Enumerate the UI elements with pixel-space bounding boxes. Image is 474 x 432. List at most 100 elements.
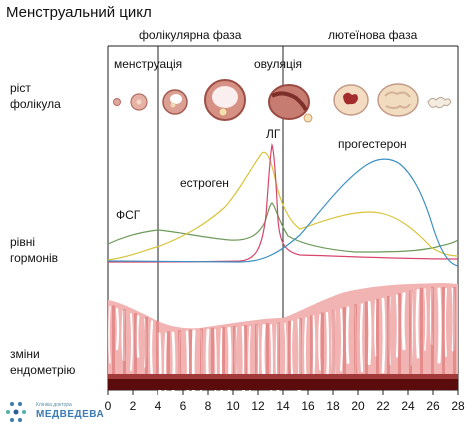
x-tick-label: 22	[376, 399, 390, 413]
menstruation-label: менструація	[114, 57, 183, 71]
x-tick-label: 0	[104, 399, 112, 413]
stroma-column	[398, 293, 401, 374]
stroma-column	[442, 287, 445, 374]
stroma-column	[387, 296, 390, 374]
stroma-column	[134, 313, 137, 374]
primordial-follicle	[113, 98, 121, 106]
stroma-column	[376, 298, 379, 374]
gland-stroke	[318, 314, 321, 371]
x-tick-label: 12	[251, 399, 265, 413]
ovulation-label: овуляція	[254, 57, 303, 71]
stroma-column	[365, 301, 368, 374]
fsh-label: ФСГ	[116, 208, 141, 222]
stroma-column	[178, 330, 181, 374]
ovulating-follicle	[268, 84, 313, 123]
stroma-column	[431, 287, 434, 374]
stroma-column	[145, 316, 148, 374]
x-tick-label: 8	[204, 399, 212, 413]
gland-stroke	[444, 288, 447, 357]
gland-stroke	[424, 288, 427, 351]
gland-stroke	[130, 313, 133, 371]
endometrium-glands	[108, 287, 456, 409]
gland-stroke	[374, 299, 377, 357]
stroma-column	[321, 312, 324, 374]
gland-stroke	[340, 308, 343, 372]
x-tick-label: 28	[451, 399, 465, 413]
gland-stroke	[157, 332, 162, 409]
endometrium-basal-layer	[108, 374, 458, 379]
stroma-column	[112, 305, 115, 374]
gland-stroke	[108, 305, 111, 364]
stroma-column	[354, 304, 357, 374]
fsh-curve	[107, 202, 459, 253]
stroma-column	[453, 287, 456, 374]
corpus-luteum-mature	[377, 83, 419, 117]
gland-stroke	[261, 323, 266, 383]
x-tick-label: 2	[129, 399, 137, 413]
gland-stroke	[241, 325, 246, 402]
x-tick-label: 10	[226, 399, 240, 413]
stroma-column	[255, 324, 258, 374]
stroma-column	[420, 287, 423, 374]
follicular-phase-label: фолікулярна фаза	[139, 28, 242, 42]
gland-stroke	[115, 308, 120, 351]
stroma-column	[288, 320, 291, 374]
stroma-column	[200, 328, 203, 374]
stroma-column	[233, 326, 236, 374]
gland-stroke	[367, 300, 372, 366]
estrogen-label: естроген	[180, 176, 229, 190]
stroma-column	[266, 323, 269, 374]
gland-stroke	[359, 303, 364, 373]
endometrium-label-line1: зміни	[10, 347, 40, 361]
follicle-growth-label-line1: ріст	[10, 81, 31, 95]
gland-stroke	[345, 306, 350, 365]
x-tick-label: 18	[326, 399, 340, 413]
lh-curve	[107, 142, 459, 263]
endometrium-base	[108, 378, 458, 390]
progesterone-curve	[107, 158, 459, 267]
luteal-phase-label: лютеїнова фаза	[328, 28, 418, 42]
gland-stroke	[395, 294, 400, 358]
x-tick-label: 4	[154, 399, 162, 413]
gland-stroke	[401, 292, 406, 351]
stroma-column	[222, 326, 225, 374]
x-tick-label: 14	[276, 399, 290, 413]
hormone-levels-label-line2: гормонів	[10, 251, 59, 265]
stroma-column	[332, 309, 335, 374]
x-axis-ticks	[107, 390, 459, 395]
clinic-logo	[6, 402, 26, 422]
hormone-curves	[107, 142, 459, 267]
stroma-column	[123, 309, 126, 374]
stroma-column	[409, 290, 412, 374]
secondary-follicle	[162, 89, 188, 115]
logo-mark-icon	[6, 402, 26, 422]
gland-stroke	[191, 329, 196, 400]
stroma-column	[343, 307, 346, 374]
hormone-levels-label-line1: рівні	[10, 235, 36, 249]
stroma-column	[299, 318, 302, 374]
endometrium-band	[108, 283, 458, 409]
gland-stroke	[149, 320, 154, 379]
primary-follicle	[130, 93, 148, 111]
gland-stroke	[270, 324, 273, 399]
corpus-albicans	[427, 97, 452, 109]
progesterone-label: прогестерон	[338, 137, 407, 151]
tertiary-follicle	[204, 79, 246, 121]
page-title: Менструальний цикл	[6, 4, 152, 21]
x-tick-label: 6	[179, 399, 187, 413]
gland-stroke	[437, 287, 442, 364]
x-tick-label: 26	[426, 399, 440, 413]
stroma-column	[211, 327, 214, 374]
lh-label: ЛГ	[266, 127, 281, 141]
stroma-column	[167, 331, 170, 374]
stroma-column	[189, 329, 192, 374]
logo-line2: МЕДВЕДЕВА	[36, 409, 105, 420]
follicle-row	[113, 79, 452, 123]
stroma-column	[156, 320, 159, 374]
x-tick-label: 20	[351, 399, 365, 413]
gland-stroke	[185, 330, 190, 406]
gland-stroke	[164, 332, 167, 402]
gland-stroke	[289, 320, 294, 378]
gland-stroke	[214, 328, 217, 404]
